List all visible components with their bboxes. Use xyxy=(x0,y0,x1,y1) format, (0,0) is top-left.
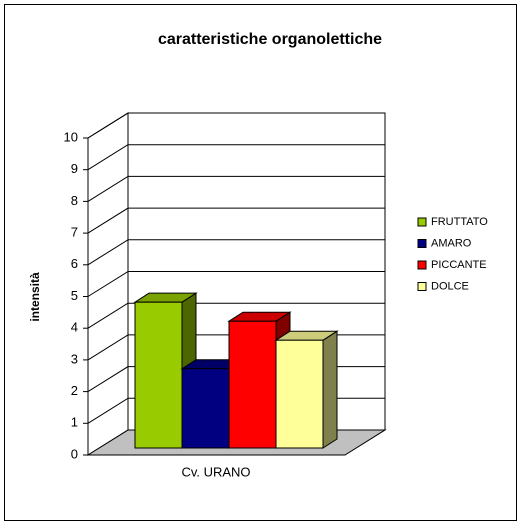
grid-line xyxy=(87,302,129,329)
legend-label: DOLCE xyxy=(431,280,469,292)
chart-title: caratteristiche organolettiche xyxy=(158,31,382,48)
y-tick-label: 2 xyxy=(71,383,78,398)
legend-label: PICCANTE xyxy=(431,259,487,271)
y-tick-label: 5 xyxy=(71,288,78,303)
legend-label: FRUTTATO xyxy=(431,216,488,228)
y-tick-label: 8 xyxy=(71,193,78,208)
grid-line xyxy=(87,334,129,361)
legend-swatch xyxy=(417,282,427,291)
bar xyxy=(181,368,230,449)
bar xyxy=(134,301,183,449)
y-axis-label: intensità xyxy=(28,272,42,322)
y-tick-label: 4 xyxy=(71,320,78,335)
legend-swatch xyxy=(417,217,427,227)
grid-line xyxy=(87,112,129,139)
grid-line xyxy=(87,366,129,393)
y-tick-label: 7 xyxy=(71,225,78,240)
grid-line xyxy=(87,397,129,424)
grid-line xyxy=(87,175,129,202)
legend-label: AMARO xyxy=(431,237,472,249)
grid-line xyxy=(87,207,129,234)
grid-line xyxy=(87,271,129,297)
y-tick-label: 6 xyxy=(71,256,78,271)
legend-swatch xyxy=(417,239,427,248)
bar-side xyxy=(322,330,338,449)
y-tick-label: 0 xyxy=(71,446,78,461)
bar xyxy=(228,320,277,449)
y-tick-label: 9 xyxy=(71,161,78,176)
legend-swatch xyxy=(417,260,427,270)
grid-line xyxy=(87,144,129,171)
y-tick-label: 3 xyxy=(71,351,78,366)
y-tick-label: 1 xyxy=(71,415,78,430)
y-tick-label: 10 xyxy=(64,129,78,144)
x-tick-label: Cv. URANO xyxy=(181,464,250,479)
grid-line xyxy=(87,239,129,266)
bar xyxy=(275,339,324,449)
